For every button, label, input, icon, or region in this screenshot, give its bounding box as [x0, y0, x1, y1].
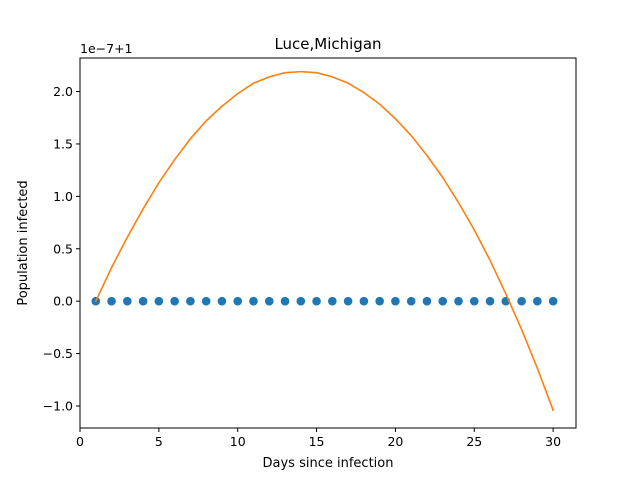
scatter-point: [485, 296, 495, 306]
x-tick-label: 0: [76, 434, 84, 449]
scatter-point: [186, 296, 195, 306]
scatter-point: [138, 296, 148, 306]
x-axis: 0 5 10 15 20 25 30: [76, 428, 561, 449]
y-tick-label: 2.0: [53, 84, 73, 99]
scatter-point: [422, 296, 432, 306]
axes-background: [80, 58, 576, 428]
x-tick-label: 20: [387, 434, 403, 449]
scatter-point: [233, 296, 243, 306]
fit-line: [94, 70, 555, 412]
y-tick-label: −0.5: [43, 346, 73, 361]
y-tick-label: −1.0: [43, 398, 73, 413]
scatter-point: [264, 296, 274, 306]
y-offset-text: 1e−7+1: [80, 41, 133, 56]
scatter-point: [359, 296, 369, 306]
y-tick-label: 1.0: [53, 189, 73, 204]
x-tick-label: 15: [309, 434, 325, 449]
scatter-point: [438, 296, 448, 306]
y-axis: −1.0 −0.5 0.0 0.5 1.0 1.5 2.0: [43, 84, 80, 413]
scatter-point: [375, 296, 384, 306]
scatter-point: [312, 296, 321, 306]
x-tick-label: 10: [230, 434, 246, 449]
axes-frame: [79, 57, 577, 429]
scatter-point: [391, 296, 400, 306]
x-tick-label: 30: [545, 434, 561, 449]
scatter-point: [533, 296, 542, 306]
y-tick-label: 0.5: [53, 241, 73, 256]
scatter-point: [217, 296, 227, 306]
scatter-point: [123, 296, 132, 306]
x-tick-label: 25: [466, 434, 482, 449]
scatter-point: [406, 296, 416, 306]
scatter-point: [249, 296, 258, 306]
scatter-point: [107, 296, 116, 306]
scatter-point: [454, 296, 463, 306]
scatter-point: [328, 296, 337, 306]
x-tick-label: 5: [155, 434, 163, 449]
scatter-point: [201, 296, 211, 306]
scatter-point: [170, 296, 179, 306]
scatter-point: [548, 296, 558, 306]
scatter-point: [343, 296, 353, 306]
series-layer: [91, 70, 558, 412]
scatter-point: [296, 296, 306, 306]
y-axis-label: Population infected: [16, 180, 31, 305]
scatter-point: [517, 296, 526, 306]
y-tick-label: 0.0: [53, 294, 73, 309]
chart-title: Luce,Michigan: [274, 35, 381, 53]
x-axis-label: Days since infection: [263, 456, 394, 471]
plot-area: [79, 57, 577, 429]
scatter-point: [469, 296, 479, 306]
scatter-point: [280, 296, 290, 306]
scatter-point: [154, 296, 164, 306]
y-tick-label: 1.5: [53, 136, 73, 151]
